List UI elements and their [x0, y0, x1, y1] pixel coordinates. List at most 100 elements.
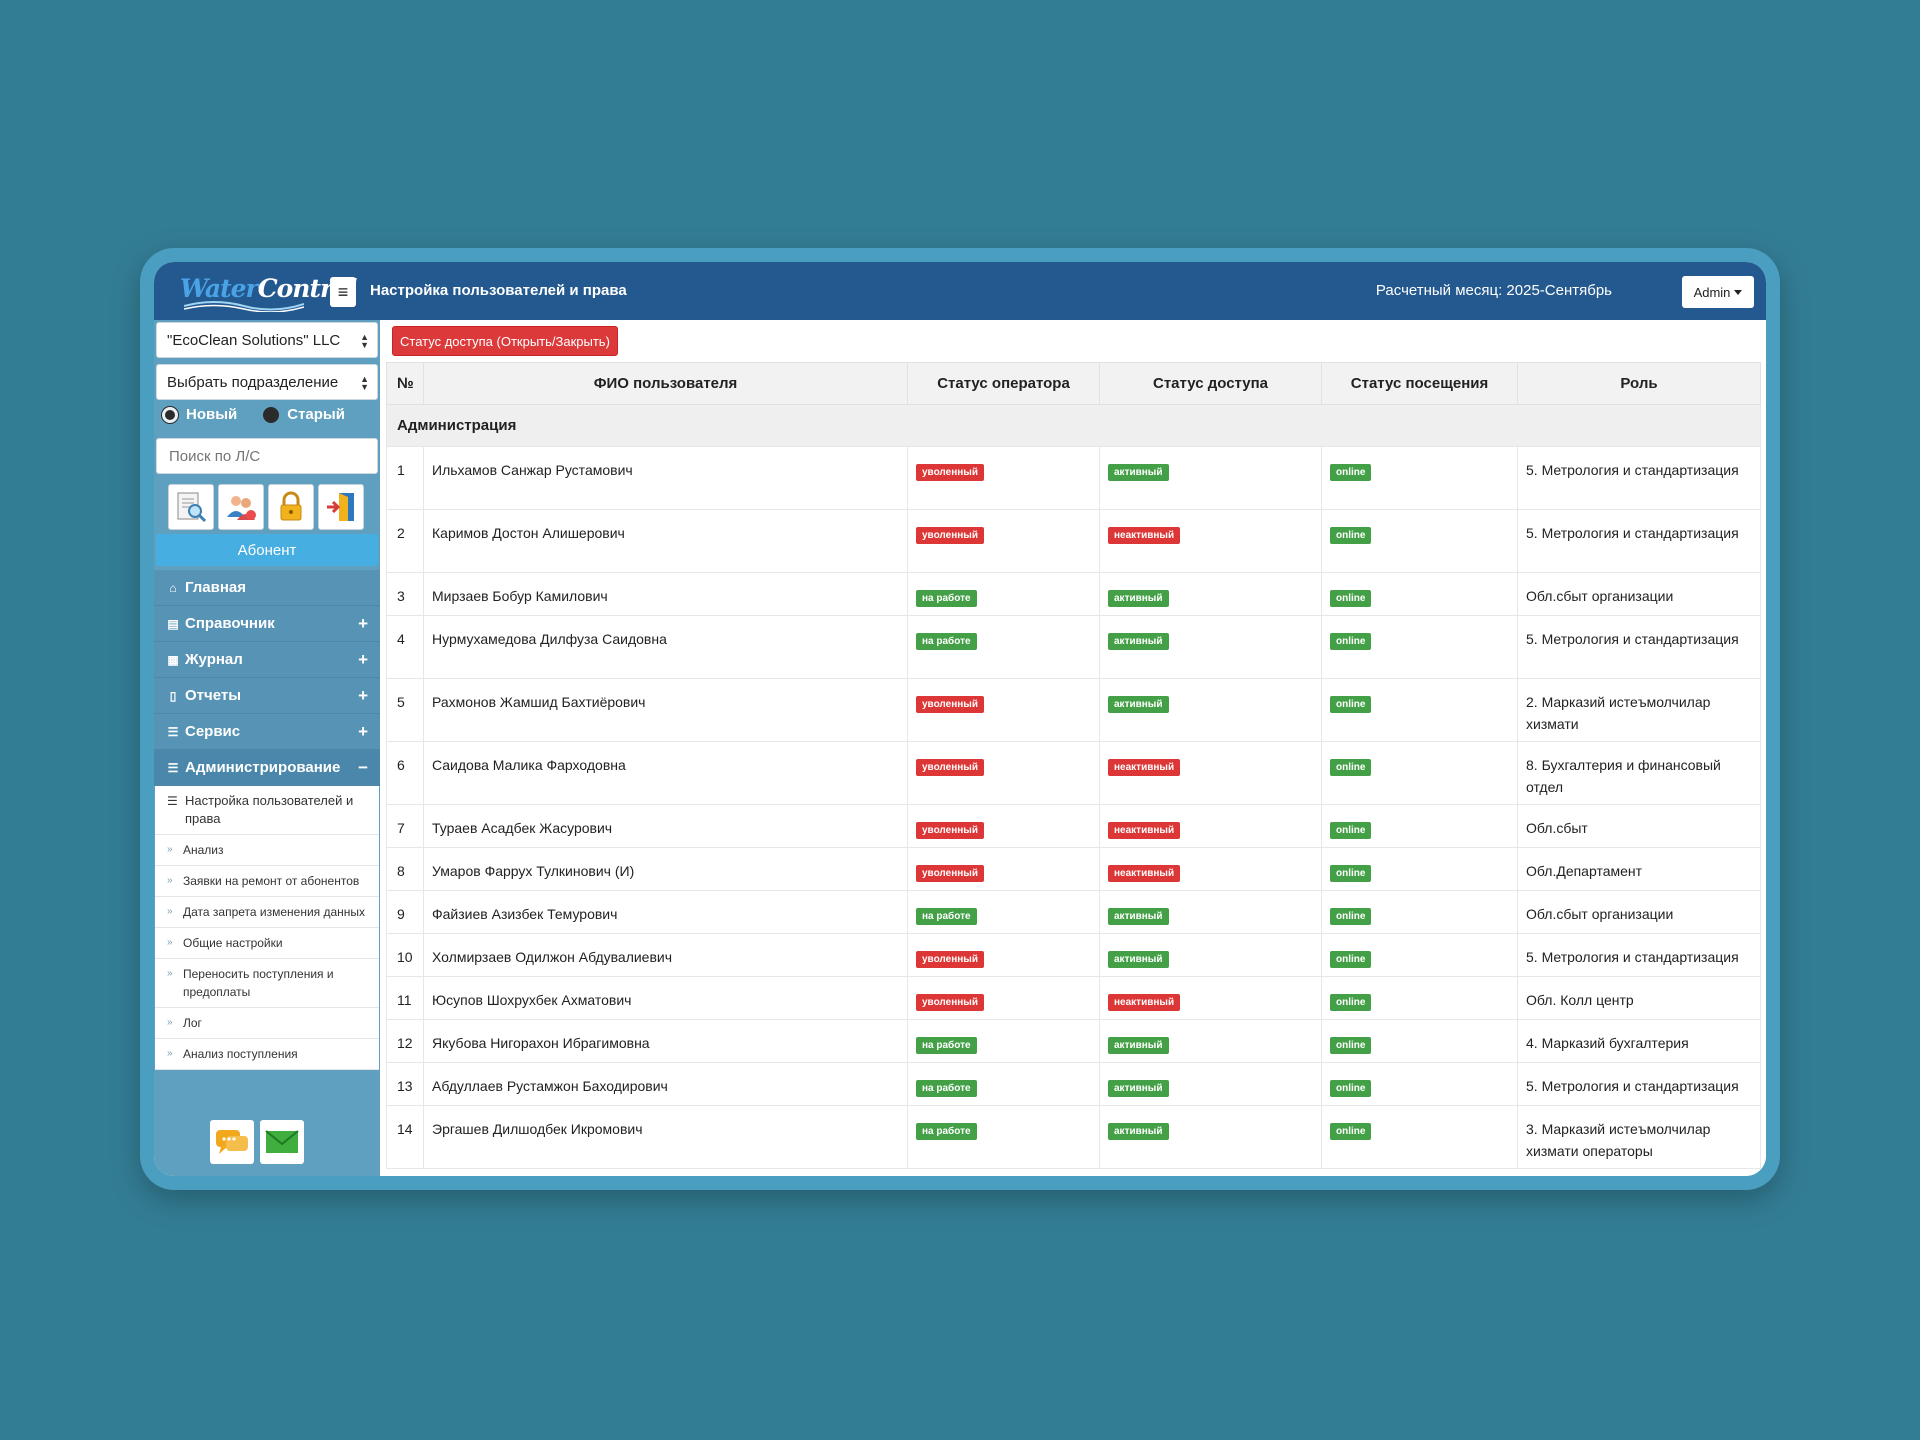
access-status-badge[interactable]: неактивный: [1108, 865, 1181, 882]
table-row[interactable]: 14 Эргашев Дилшодбек Икромович на работе ак…: [386, 1105, 1761, 1169]
access-status-button[interactable]: Статус доступа (Открыть/Закрыть): [392, 326, 618, 356]
visit-status-badge: online: [1330, 1123, 1372, 1140]
top-bar: WaterControl ≡ Настройка пользователей и…: [154, 262, 1766, 320]
user-name: Эргашев Дилшодбек Икромович: [423, 1105, 908, 1169]
submenu-item-lock-date[interactable]: » Дата запрета изменения данных: [155, 897, 379, 928]
table-row[interactable]: 3 Мирзаев Бобур Камилович на работе активны…: [386, 572, 1761, 616]
access-status-badge[interactable]: активный: [1108, 1080, 1169, 1097]
access-status-badge[interactable]: неактивный: [1108, 822, 1181, 839]
user-role: 2. Марказий истеъмолчилар хизмати: [1517, 678, 1761, 742]
col-role[interactable]: Роль: [1517, 362, 1761, 405]
submenu-item-payment-analysis[interactable]: » Анализ поступления: [155, 1039, 379, 1070]
radio-new[interactable]: [162, 406, 178, 423]
access-status-cell: неактивный: [1099, 509, 1322, 573]
access-status-badge[interactable]: активный: [1108, 951, 1169, 968]
home-icon: ⌂: [169, 580, 177, 595]
page-title: Настройка пользователей и права: [370, 282, 627, 299]
logo[interactable]: WaterControl: [180, 270, 357, 312]
logout-button[interactable]: [318, 484, 364, 530]
submenu-item-general-settings[interactable]: » Общие настройки: [155, 928, 379, 959]
company-value: "EcoClean Solutions" LLC: [167, 331, 341, 349]
user-role: Обл.сбыт: [1517, 804, 1761, 848]
sidebar-item-journal[interactable]: ▦ Журнал +: [154, 642, 380, 678]
access-status-badge[interactable]: активный: [1108, 1037, 1169, 1054]
department-select[interactable]: Выбрать подразделение ▲ ▼: [156, 364, 378, 400]
submenu-label: Общие настройки: [183, 936, 283, 950]
operator-status-cell: на работе: [907, 890, 1100, 934]
submenu-item-repair-requests[interactable]: » Заявки на ремонт от абонентов: [155, 866, 379, 897]
submenu-label: Анализ поступления: [183, 1047, 298, 1061]
access-status-cell: неактивный: [1099, 847, 1322, 891]
toolbar: [168, 484, 364, 530]
chat-button[interactable]: [210, 1120, 254, 1164]
access-status-badge[interactable]: неактивный: [1108, 759, 1181, 776]
submenu-item-log[interactable]: » Лог: [155, 1008, 379, 1039]
access-status-badge[interactable]: активный: [1108, 633, 1169, 650]
sidebar-item-home[interactable]: ⌂ Главная: [154, 570, 380, 606]
access-status-badge[interactable]: неактивный: [1108, 994, 1181, 1011]
lock-button[interactable]: [268, 484, 314, 530]
col-operator-status[interactable]: Статус оператора: [907, 362, 1100, 405]
row-number: 1: [386, 446, 424, 510]
account-search-input[interactable]: [156, 438, 378, 474]
visit-status-cell: online: [1321, 572, 1518, 616]
table-row[interactable]: 4 Нурмухамедова Дилфуза Саидовна на работе…: [386, 615, 1761, 679]
access-status-badge[interactable]: активный: [1108, 908, 1169, 925]
hamburger-menu-icon[interactable]: ≡: [330, 277, 356, 307]
col-name[interactable]: ФИО пользователя: [423, 362, 908, 405]
chevron-right-icon: »: [167, 906, 173, 917]
sidebar-item-reports[interactable]: ▯ Отчеты +: [154, 678, 380, 714]
plus-icon: +: [358, 614, 368, 633]
table-row[interactable]: 7 Тураев Асадбек Жасурович уволенный неакти…: [386, 804, 1761, 848]
user-name: Абдуллаев Рустамжон Баходирович: [423, 1062, 908, 1106]
chevron-right-icon: »: [167, 1017, 173, 1028]
table-row[interactable]: 2 Каримов Достон Алишерович уволенный неакт…: [386, 509, 1761, 573]
operator-status-badge: уволенный: [916, 696, 984, 713]
table-row[interactable]: 11 Юсупов Шохрухбек Ахматович уволенный неа…: [386, 976, 1761, 1020]
table-row[interactable]: 10 Холмирзаев Одилжон Абдувалиевич уволенн…: [386, 933, 1761, 977]
user-role: 5. Метрология и стандартизация: [1517, 509, 1761, 573]
sidebar-item-directory[interactable]: ▤ Справочник +: [154, 606, 380, 642]
access-status-badge[interactable]: активный: [1108, 696, 1169, 713]
access-status-cell: активный: [1099, 572, 1322, 616]
sidebar-item-service[interactable]: ☰ Сервис +: [154, 714, 380, 750]
sidebar-item-administration[interactable]: ☰ Администрирование −: [154, 750, 380, 786]
col-visit-status[interactable]: Статус посещения: [1321, 362, 1518, 405]
user-name: Саидова Малика Фарходовна: [423, 741, 908, 805]
nav-label: Главная: [185, 579, 247, 596]
col-access-status[interactable]: Статус доступа: [1099, 362, 1322, 405]
table-row[interactable]: 6 Саидова Малика Фарходовна уволенный неакт…: [386, 741, 1761, 805]
user-name: Тураев Асадбек Жасурович: [423, 804, 908, 848]
mail-button[interactable]: [260, 1120, 304, 1164]
table-row[interactable]: 8 Умаров Фаррух Тулкинович (И) уволенный не…: [386, 847, 1761, 891]
user-role: Обл.Департамент: [1517, 847, 1761, 891]
col-number[interactable]: №: [386, 362, 424, 405]
submenu-item-user-settings[interactable]: ☰ Настройка пользователей и права: [155, 786, 379, 835]
access-status-badge[interactable]: активный: [1108, 464, 1169, 481]
document-search-button[interactable]: [168, 484, 214, 530]
submenu-item-analysis[interactable]: » Анализ: [155, 835, 379, 866]
table-row[interactable]: 5 Рахмонов Жамшид Бахтиёрович уволенный акт…: [386, 678, 1761, 742]
access-status-badge[interactable]: неактивный: [1108, 527, 1181, 544]
user-role: Обл.сбыт организации: [1517, 572, 1761, 616]
access-status-badge[interactable]: активный: [1108, 1123, 1169, 1140]
users-button[interactable]: [218, 484, 264, 530]
admin-dropdown[interactable]: Admin: [1682, 276, 1754, 308]
operator-status-cell: уволенный: [907, 847, 1100, 891]
operator-status-cell: на работе: [907, 572, 1100, 616]
user-name: Нурмухамедова Дилфуза Саидовна: [423, 615, 908, 679]
abonent-button[interactable]: Абонент: [156, 534, 378, 566]
table-row[interactable]: 1 Ильхамов Санжар Рустамович уволенный акти…: [386, 446, 1761, 510]
table-row[interactable]: 12 Якубова Нигорахон Ибрагимовна на работе…: [386, 1019, 1761, 1063]
access-status-badge[interactable]: активный: [1108, 590, 1169, 607]
nav-label: Справочник: [185, 615, 275, 632]
submenu-item-transfer-payments[interactable]: » Переносить поступления и предоплаты: [155, 959, 379, 1008]
table-row[interactable]: 9 Файзиев Азизбек Темурович на работе актив…: [386, 890, 1761, 934]
access-status-cell: активный: [1099, 1105, 1322, 1169]
company-select[interactable]: "EcoClean Solutions" LLC ▲ ▼: [156, 322, 378, 358]
table-row[interactable]: 13 Абдуллаев Рустамжон Баходирович на рабо…: [386, 1062, 1761, 1106]
bottom-icons: [210, 1120, 304, 1164]
row-number: 11: [386, 976, 424, 1020]
user-role: 3. Марказий истеъмолчилар хизмати операт…: [1517, 1105, 1761, 1169]
radio-old[interactable]: [263, 406, 280, 423]
